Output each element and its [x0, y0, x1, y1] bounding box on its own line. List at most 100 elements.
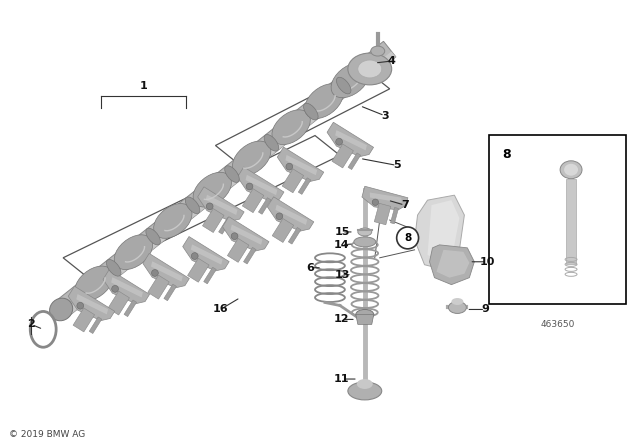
- Polygon shape: [205, 195, 237, 215]
- Polygon shape: [264, 134, 279, 151]
- Ellipse shape: [564, 164, 578, 176]
- Ellipse shape: [246, 183, 253, 190]
- Polygon shape: [305, 84, 343, 119]
- Text: 9: 9: [481, 305, 489, 314]
- Text: 13: 13: [334, 270, 349, 280]
- Text: 1: 1: [140, 81, 147, 91]
- Polygon shape: [415, 195, 465, 270]
- Polygon shape: [298, 178, 311, 194]
- Polygon shape: [148, 275, 169, 299]
- Polygon shape: [164, 284, 177, 301]
- Polygon shape: [232, 141, 271, 176]
- Polygon shape: [204, 267, 216, 284]
- Text: 16: 16: [212, 305, 228, 314]
- Polygon shape: [111, 277, 143, 297]
- Polygon shape: [390, 207, 399, 224]
- Polygon shape: [272, 219, 294, 242]
- Polygon shape: [268, 197, 314, 231]
- Polygon shape: [428, 200, 460, 262]
- Polygon shape: [337, 77, 351, 94]
- Text: 10: 10: [479, 257, 495, 267]
- Polygon shape: [73, 308, 95, 332]
- Text: 463650: 463650: [540, 320, 575, 329]
- Ellipse shape: [372, 199, 379, 206]
- Text: 12: 12: [334, 314, 349, 324]
- Ellipse shape: [358, 228, 372, 236]
- Text: 8: 8: [502, 148, 511, 161]
- Polygon shape: [223, 217, 269, 251]
- Polygon shape: [103, 269, 150, 304]
- Polygon shape: [154, 203, 192, 238]
- Text: 8: 8: [404, 233, 412, 243]
- Polygon shape: [348, 153, 360, 169]
- Polygon shape: [230, 224, 262, 245]
- Ellipse shape: [348, 382, 381, 400]
- Polygon shape: [356, 314, 374, 324]
- Ellipse shape: [231, 233, 238, 240]
- Polygon shape: [332, 144, 353, 168]
- Text: 14: 14: [334, 240, 349, 250]
- Ellipse shape: [286, 163, 292, 170]
- Polygon shape: [227, 238, 249, 263]
- Polygon shape: [186, 197, 200, 214]
- Ellipse shape: [152, 270, 158, 276]
- Ellipse shape: [371, 46, 385, 56]
- Polygon shape: [151, 261, 182, 281]
- Polygon shape: [246, 175, 277, 195]
- Polygon shape: [193, 172, 232, 207]
- Polygon shape: [282, 169, 303, 193]
- Polygon shape: [188, 258, 209, 282]
- Polygon shape: [243, 189, 264, 213]
- Ellipse shape: [112, 285, 118, 292]
- Polygon shape: [303, 103, 318, 120]
- Polygon shape: [49, 298, 73, 321]
- Text: © 2019 BMW AG: © 2019 BMW AG: [10, 430, 86, 439]
- Polygon shape: [143, 254, 189, 288]
- Ellipse shape: [276, 213, 283, 220]
- Polygon shape: [370, 193, 402, 202]
- Polygon shape: [436, 250, 469, 278]
- Ellipse shape: [35, 316, 52, 342]
- Text: 7: 7: [401, 200, 408, 210]
- Polygon shape: [68, 286, 115, 321]
- Ellipse shape: [191, 253, 198, 259]
- Polygon shape: [198, 187, 244, 221]
- Polygon shape: [374, 203, 391, 225]
- Polygon shape: [244, 247, 256, 264]
- Ellipse shape: [449, 302, 467, 314]
- Ellipse shape: [77, 302, 84, 309]
- Text: 2: 2: [28, 319, 35, 329]
- Polygon shape: [75, 266, 113, 301]
- Text: 6: 6: [306, 263, 314, 273]
- Ellipse shape: [358, 60, 381, 78]
- Polygon shape: [285, 155, 317, 175]
- Ellipse shape: [356, 310, 374, 319]
- Ellipse shape: [397, 227, 419, 249]
- Ellipse shape: [560, 161, 582, 179]
- Text: 11: 11: [334, 374, 349, 384]
- Ellipse shape: [348, 53, 392, 85]
- Polygon shape: [191, 245, 223, 265]
- Text: 3: 3: [381, 111, 388, 121]
- Polygon shape: [182, 237, 229, 271]
- Ellipse shape: [357, 379, 372, 389]
- Polygon shape: [106, 259, 121, 276]
- Polygon shape: [219, 218, 231, 234]
- Polygon shape: [146, 228, 161, 245]
- Ellipse shape: [206, 203, 213, 210]
- Polygon shape: [327, 122, 374, 157]
- Text: 15: 15: [334, 227, 349, 237]
- Polygon shape: [275, 205, 307, 225]
- Polygon shape: [89, 317, 102, 333]
- Polygon shape: [63, 52, 396, 317]
- Polygon shape: [237, 167, 284, 201]
- Polygon shape: [362, 186, 408, 210]
- Polygon shape: [55, 41, 396, 317]
- Polygon shape: [108, 291, 129, 315]
- Polygon shape: [289, 228, 301, 244]
- Ellipse shape: [451, 298, 463, 305]
- Polygon shape: [331, 63, 369, 98]
- Polygon shape: [225, 166, 239, 182]
- Ellipse shape: [336, 138, 342, 145]
- Polygon shape: [429, 245, 474, 284]
